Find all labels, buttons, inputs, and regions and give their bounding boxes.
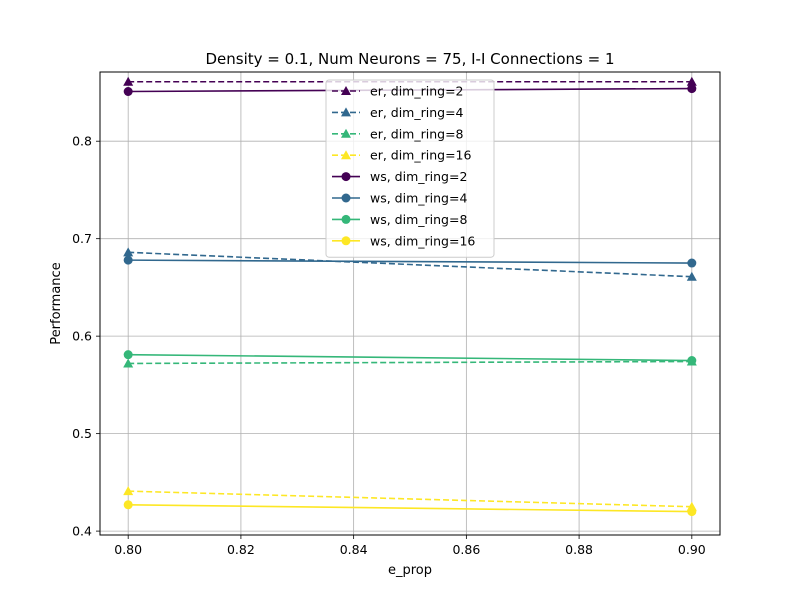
x-tick-label: 0.86 [452, 542, 480, 557]
series-line [128, 251, 692, 278]
x-tick-label: 0.88 [565, 542, 593, 557]
x-tick-label: 0.84 [340, 542, 368, 557]
legend: er, dim_ring=2 er, dim_ring=4 er, dim_ring… [325, 79, 495, 258]
y-tick-label: 0.6 [72, 329, 92, 344]
legend-swatch-marker [341, 214, 351, 224]
data-point [123, 486, 134, 496]
legend-label: ws, dim_ring=2 [370, 169, 467, 184]
legend-label: ws, dim_ring=4 [370, 191, 467, 206]
legend-item: ws, dim_ring=16 [332, 233, 475, 248]
legend-swatch-marker [341, 128, 351, 138]
series-2 [123, 247, 697, 281]
y-tick-label: 0.8 [72, 134, 92, 149]
data-point [687, 507, 697, 517]
legend-item: er, dim_ring=4 [332, 105, 464, 120]
legend-item: ws, dim_ring=4 [332, 191, 467, 206]
data-point [123, 500, 133, 510]
legend-box [325, 79, 495, 258]
x-tick-label: 0.90 [678, 542, 706, 557]
chart-title: Density = 0.1, Num Neurons = 75, I-I Con… [205, 50, 614, 68]
legend-swatch-marker [341, 236, 351, 246]
legend-label: er, dim_ring=8 [370, 126, 464, 141]
legend-item: er, dim_ring=2 [332, 84, 464, 99]
legend-label: er, dim_ring=2 [370, 84, 464, 99]
data-point [687, 258, 697, 268]
series-line [128, 360, 692, 365]
series-line [128, 353, 692, 362]
series-8 [123, 500, 697, 517]
legend-swatch-marker [341, 172, 351, 182]
plot-frame [99, 71, 721, 536]
y-tick-label: 0.4 [72, 524, 92, 539]
data-point [687, 84, 697, 94]
series-line [128, 490, 692, 508]
legend-swatch-marker [341, 150, 351, 160]
legend-swatch-marker [341, 193, 351, 203]
data-point [123, 247, 134, 257]
legend-label: ws, dim_ring=16 [370, 233, 475, 248]
legend-label: er, dim_ring=4 [370, 105, 464, 120]
x-tick-label: 0.82 [227, 542, 255, 557]
y-tick-label: 0.5 [72, 426, 92, 441]
x-axis-label: e_prop [388, 563, 432, 578]
x-tick-label: 0.80 [114, 542, 142, 557]
legend-item: er, dim_ring=8 [332, 126, 464, 141]
series-7 [123, 350, 697, 366]
data-point [123, 76, 134, 86]
series-line [128, 503, 692, 513]
legend-swatch-marker [341, 107, 351, 117]
legend-item: ws, dim_ring=2 [332, 169, 467, 184]
data-point [123, 255, 133, 265]
data-point [686, 76, 697, 86]
data-point [123, 350, 133, 360]
data-point [123, 86, 133, 96]
series-6 [123, 255, 697, 268]
legend-item: er, dim_ring=16 [332, 148, 472, 163]
legend-label: er, dim_ring=16 [370, 148, 472, 163]
y-tick-label: 0.7 [72, 231, 92, 246]
legend-label: ws, dim_ring=8 [370, 212, 467, 227]
data-point [686, 271, 697, 281]
data-point [687, 356, 697, 366]
legend-swatch-marker [341, 86, 351, 95]
legend-item: ws, dim_ring=8 [332, 212, 467, 227]
y-axis-label: Performance [49, 262, 64, 344]
series-layer [123, 76, 697, 517]
series-4 [123, 486, 697, 511]
data-point [123, 358, 134, 368]
series-line [128, 259, 692, 264]
ticks-layer: 0.80 0.82 0.84 0.86 0.88 0.90 0.4 0.5 0.6 0.7 0.8 [72, 134, 706, 557]
